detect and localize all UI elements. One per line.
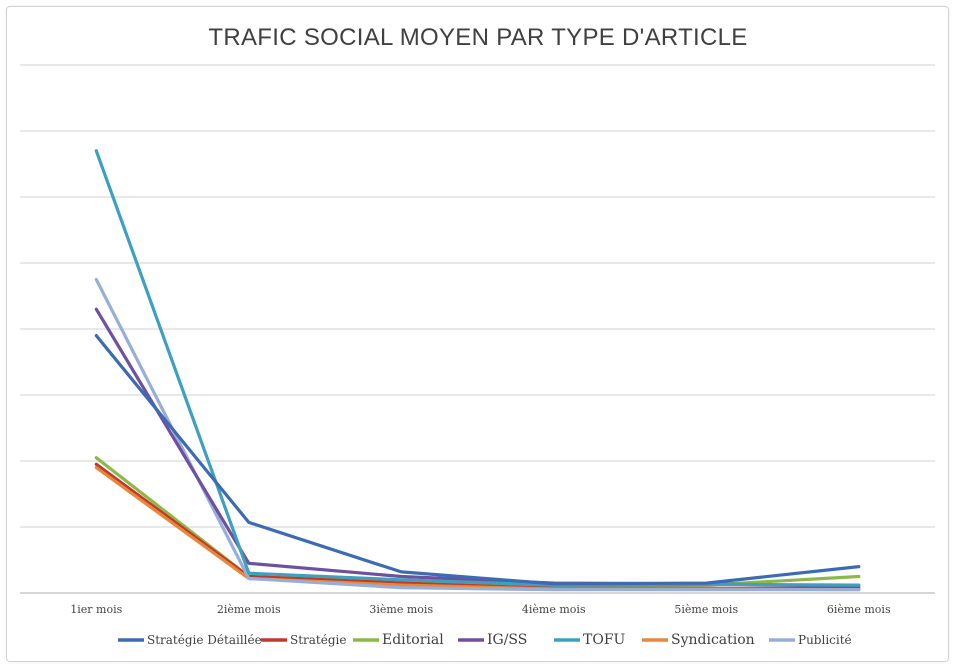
legend-label: TOFU <box>583 632 626 648</box>
legend-label: Syndication <box>671 632 755 648</box>
legend-label: Publicité <box>798 633 852 647</box>
series-line-syndication <box>94 466 861 592</box>
x-tick-label: 1ier mois <box>70 603 122 616</box>
legend-label: Editorial <box>382 632 444 648</box>
chart-title: TRAFIC SOCIAL MOYEN PAR TYPE D'ARTICLE <box>208 24 747 51</box>
x-tick-label: 3ième mois <box>369 603 433 616</box>
series-lines <box>94 149 861 592</box>
x-axis-tick-labels: 1ier mois 2ième mois 3ième mois 4ième mois 5… <box>70 603 891 616</box>
legend-label: Stratégie Détaillée <box>147 633 262 647</box>
series-line-strat-gie <box>94 462 861 591</box>
legend-label: Stratégie <box>290 633 346 647</box>
legend: Stratégie Détaillée Stratégie Editorial IG/… <box>118 632 852 648</box>
series-line-tofu <box>94 149 861 587</box>
legend-label: IG/SS <box>487 632 527 648</box>
series-line-publicit- <box>94 277 861 592</box>
x-tick-label: 4ième mois <box>522 603 586 616</box>
x-tick-label: 2ième mois <box>217 603 281 616</box>
gridlines <box>20 64 935 594</box>
x-tick-label: 5ième mois <box>674 603 738 616</box>
series-line-strat-gie-d-taill-e <box>94 334 861 586</box>
x-tick-label: 6ième mois <box>827 603 891 616</box>
